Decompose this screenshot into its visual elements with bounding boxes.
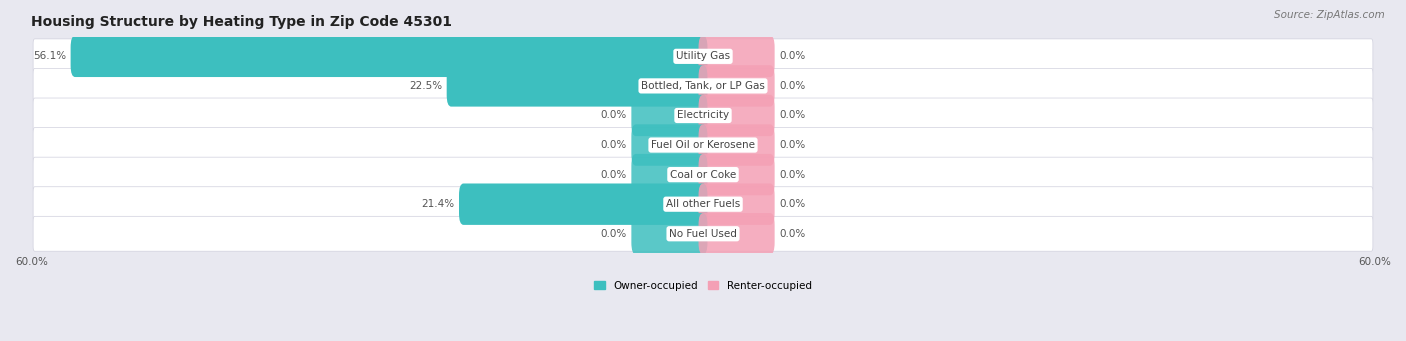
Text: Electricity: Electricity: [676, 110, 730, 120]
Text: 0.0%: 0.0%: [779, 140, 806, 150]
FancyBboxPatch shape: [699, 183, 775, 225]
Text: Source: ZipAtlas.com: Source: ZipAtlas.com: [1274, 10, 1385, 20]
FancyBboxPatch shape: [34, 98, 1372, 133]
Text: 0.0%: 0.0%: [779, 51, 806, 61]
FancyBboxPatch shape: [699, 154, 775, 195]
FancyBboxPatch shape: [34, 216, 1372, 251]
FancyBboxPatch shape: [70, 35, 707, 77]
FancyBboxPatch shape: [34, 187, 1372, 222]
FancyBboxPatch shape: [699, 124, 775, 166]
Text: 22.5%: 22.5%: [409, 81, 443, 91]
Text: 0.0%: 0.0%: [779, 229, 806, 239]
Text: Housing Structure by Heating Type in Zip Code 45301: Housing Structure by Heating Type in Zip…: [31, 15, 453, 29]
Text: 0.0%: 0.0%: [600, 229, 627, 239]
FancyBboxPatch shape: [34, 39, 1372, 74]
Text: 0.0%: 0.0%: [779, 199, 806, 209]
FancyBboxPatch shape: [631, 154, 707, 195]
Text: Fuel Oil or Kerosene: Fuel Oil or Kerosene: [651, 140, 755, 150]
Legend: Owner-occupied, Renter-occupied: Owner-occupied, Renter-occupied: [591, 277, 815, 295]
FancyBboxPatch shape: [699, 65, 775, 107]
Text: Utility Gas: Utility Gas: [676, 51, 730, 61]
Text: 0.0%: 0.0%: [779, 169, 806, 180]
Text: No Fuel Used: No Fuel Used: [669, 229, 737, 239]
FancyBboxPatch shape: [458, 183, 707, 225]
FancyBboxPatch shape: [34, 157, 1372, 192]
Text: 21.4%: 21.4%: [422, 199, 454, 209]
Text: 0.0%: 0.0%: [779, 110, 806, 120]
FancyBboxPatch shape: [34, 69, 1372, 103]
Text: 0.0%: 0.0%: [779, 81, 806, 91]
Text: 0.0%: 0.0%: [600, 169, 627, 180]
FancyBboxPatch shape: [699, 213, 775, 254]
FancyBboxPatch shape: [631, 95, 707, 136]
FancyBboxPatch shape: [631, 213, 707, 254]
FancyBboxPatch shape: [447, 65, 707, 107]
Text: All other Fuels: All other Fuels: [666, 199, 740, 209]
FancyBboxPatch shape: [631, 124, 707, 166]
FancyBboxPatch shape: [34, 128, 1372, 163]
Text: 0.0%: 0.0%: [600, 110, 627, 120]
Text: Bottled, Tank, or LP Gas: Bottled, Tank, or LP Gas: [641, 81, 765, 91]
Text: Coal or Coke: Coal or Coke: [669, 169, 737, 180]
Text: 56.1%: 56.1%: [32, 51, 66, 61]
FancyBboxPatch shape: [699, 95, 775, 136]
FancyBboxPatch shape: [699, 35, 775, 77]
Text: 0.0%: 0.0%: [600, 140, 627, 150]
